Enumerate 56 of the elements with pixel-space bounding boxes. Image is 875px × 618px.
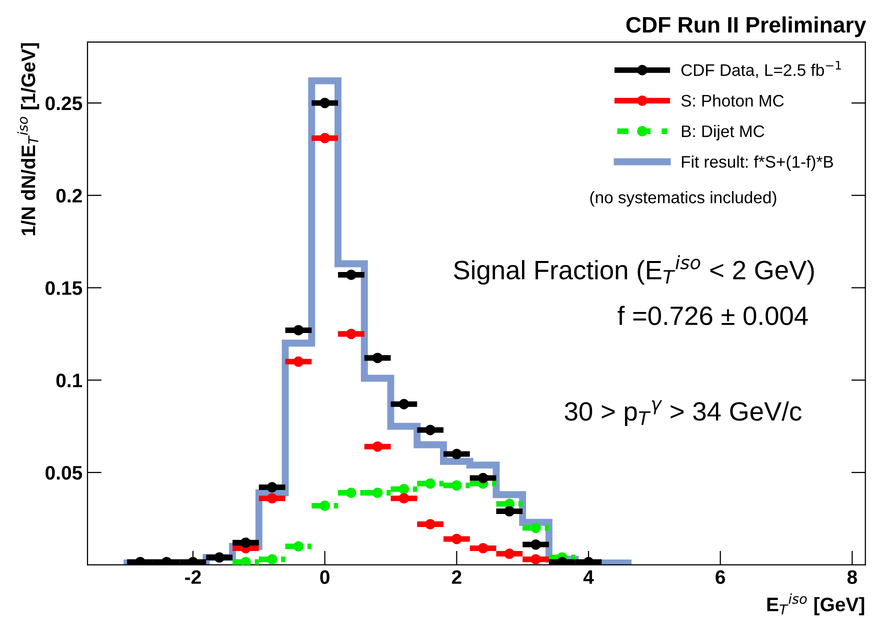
y-axis-title: 1/N dN/dE$_{T}$$^{iso}$ [1/GeV] xyxy=(17,43,40,236)
point xyxy=(293,325,304,336)
annotation: f =0.726 ± 0.004 xyxy=(618,306,808,326)
point xyxy=(530,554,541,565)
point xyxy=(425,424,436,436)
x-tick-label: 6 xyxy=(716,570,726,584)
point xyxy=(266,554,278,565)
point xyxy=(293,541,304,552)
point xyxy=(266,482,278,492)
y-tick-label: 0.2 xyxy=(56,188,82,203)
chart-title: CDF Run II Preliminary xyxy=(626,16,866,38)
y-tick-label: 0.05 xyxy=(46,466,82,480)
legend-label: S: Photon MC xyxy=(681,94,784,107)
point xyxy=(320,500,330,511)
point xyxy=(240,537,251,548)
point xyxy=(293,356,304,367)
point xyxy=(451,448,462,460)
point xyxy=(478,472,488,484)
annotation: (no systematics included) xyxy=(590,191,776,207)
legend-label: CDF Data, L=2.5 fb$^{−1}$ xyxy=(681,60,841,78)
x-tick-label: 2 xyxy=(452,570,462,584)
y-tick-label: 0.15 xyxy=(46,281,82,295)
point xyxy=(266,493,278,504)
point xyxy=(451,480,462,491)
point xyxy=(346,328,356,340)
y-tick-label: 0.1 xyxy=(56,374,82,388)
annotation: Signal Fraction (E$_{T}$$^{iso}$ < 2 GeV) xyxy=(454,255,814,285)
point xyxy=(372,441,383,452)
point xyxy=(530,522,541,534)
point xyxy=(240,556,251,565)
legend-label: B: Dijet MC xyxy=(682,124,764,140)
legend-label: Fit result: f*S+(1-f)*B xyxy=(682,155,833,172)
point xyxy=(398,398,410,410)
x-tick-label: 4 xyxy=(583,570,594,584)
point xyxy=(346,488,356,498)
point xyxy=(372,488,383,498)
x-axis-title: E$_{T}$$^{iso}$ [GeV] xyxy=(767,593,864,616)
point xyxy=(451,534,462,544)
x-tick-label: 8 xyxy=(847,570,857,584)
annotation: 30 > p$_{T}$$^{γ}$ > 34 GeV/c xyxy=(564,400,802,426)
point xyxy=(504,548,515,559)
point xyxy=(214,552,225,563)
point xyxy=(425,519,436,530)
point xyxy=(530,539,541,550)
point xyxy=(504,506,515,516)
point xyxy=(320,132,330,144)
point xyxy=(320,98,330,108)
point xyxy=(425,478,436,489)
point xyxy=(372,352,383,364)
y-tick-label: 0.25 xyxy=(46,96,82,110)
point xyxy=(346,270,356,280)
point xyxy=(398,484,410,494)
x-tick-label: 0 xyxy=(320,570,330,584)
x-tick-label: -2 xyxy=(185,570,201,584)
point xyxy=(478,543,488,554)
point xyxy=(398,493,410,504)
